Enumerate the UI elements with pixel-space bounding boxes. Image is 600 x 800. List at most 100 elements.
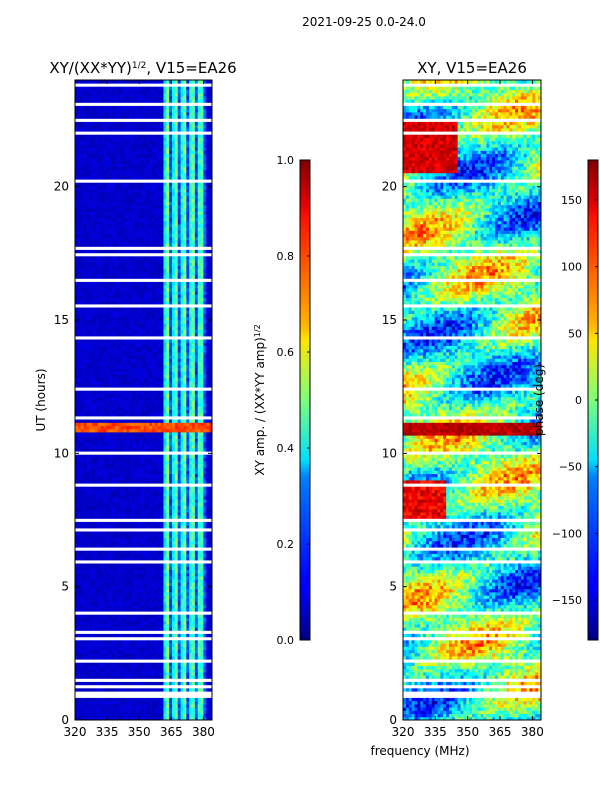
heatmap-cell [146,572,150,577]
heatmap-cell [194,620,199,625]
heatmap-cell [120,380,124,385]
heatmap-cell [177,457,182,462]
heatmap-cell [140,566,144,570]
heatmap-cell [120,627,124,631]
heatmap-cell [154,390,159,394]
heatmap-cell [137,697,142,702]
heatmap-cell [174,544,179,548]
heatmap-cell [100,582,104,586]
heatmap-cell [203,566,207,570]
heatmap-cell [154,665,159,670]
heatmap-cell [83,384,87,388]
heatmap-cell [123,566,127,570]
heatmap-cell [152,649,156,654]
heatmap-cell [103,422,107,426]
heatmap-cell [197,569,201,574]
heatmap-cell [143,710,147,714]
heatmap-cell [203,620,207,625]
heatmap-cell [112,556,116,561]
heatmap-cell [192,448,196,452]
heatmap-cell [92,489,96,494]
heatmap-cell [137,396,142,401]
heatmap-cell [140,550,144,554]
heatmap-cell [143,604,147,609]
heatmap-cell [92,614,96,618]
heatmap-cell [203,614,207,618]
heatmap-cell [197,486,201,490]
heatmap-cell [166,355,170,359]
heatmap-cell [180,486,184,490]
heatmap-cell [106,585,110,590]
heatmap-cell [129,457,133,462]
heatmap-cell [157,515,162,519]
heatmap-cell [120,377,124,382]
heatmap-cell [197,579,201,583]
heatmap-cell [89,515,93,519]
heatmap-cell [114,531,119,535]
heatmap-cell [80,390,84,394]
heatmap-cell [149,432,153,436]
heatmap-cell [137,688,142,692]
heatmap-cell [114,432,119,436]
heatmap-cell [132,396,136,401]
heatmap-cell [177,697,182,702]
heatmap-cell [86,713,90,718]
heatmap-cell [146,576,150,580]
heatmap-cell [163,361,167,366]
heatmap-cell [137,595,142,599]
heatmap-cell [157,700,162,705]
heatmap-cell [126,688,130,692]
heatmap-cell [117,473,122,478]
heatmap-cell [192,492,196,497]
heatmap-cell [183,384,187,388]
heatmap-cell [172,345,176,350]
heatmap-cell [186,358,190,362]
heatmap-cell [106,627,110,631]
heatmap-cell [197,534,201,538]
heatmap-cell [137,425,142,430]
heatmap-cell [77,550,82,554]
heatmap-cell [77,576,82,580]
heatmap-cell [86,537,90,542]
heatmap-cell [137,566,142,570]
heatmap-cell [137,361,142,366]
heatmap-cell [206,390,210,394]
heatmap-cell [163,569,167,574]
heatmap-cell [137,358,142,362]
heatmap-cell [169,700,173,705]
heatmap-cell [114,598,119,602]
heatmap-cell [177,608,182,612]
heatmap-cell [206,428,210,433]
heatmap-cell [83,704,87,708]
heatmap-cell [143,550,147,554]
heatmap-cell [154,652,159,657]
heatmap-cell [163,384,167,388]
heatmap-cell [80,550,84,554]
heatmap-cell [114,649,119,654]
heatmap-cell [106,345,110,350]
heatmap-cell [94,352,99,356]
heatmap-cell [160,380,164,385]
heatmap-cell [97,374,102,378]
heatmap-cell [163,652,167,657]
heatmap-cell [197,576,201,580]
heatmap-cell [86,505,90,510]
heatmap-cell [103,339,107,343]
heatmap-cell [114,640,119,644]
heatmap-cell [120,700,124,705]
heatmap-cell [152,585,156,590]
heatmap-cell [183,569,187,574]
heatmap-cell [106,470,110,474]
panel-amplitude: XY/(XX*YY)1/2, V15=EA26 320 335 350 365 3800… [34,59,237,739]
heatmap-cell [157,499,162,503]
heatmap-cell [143,393,147,398]
heatmap-cell [160,396,164,401]
heatmap-cell [206,409,210,414]
heatmap-cell [160,662,164,666]
heatmap-cell [169,588,173,593]
heatmap-cell [94,662,99,666]
heatmap-cell [200,707,204,711]
heatmap-cell [183,390,187,394]
heatmap-cell [146,681,150,686]
heatmap-cell [174,380,179,385]
